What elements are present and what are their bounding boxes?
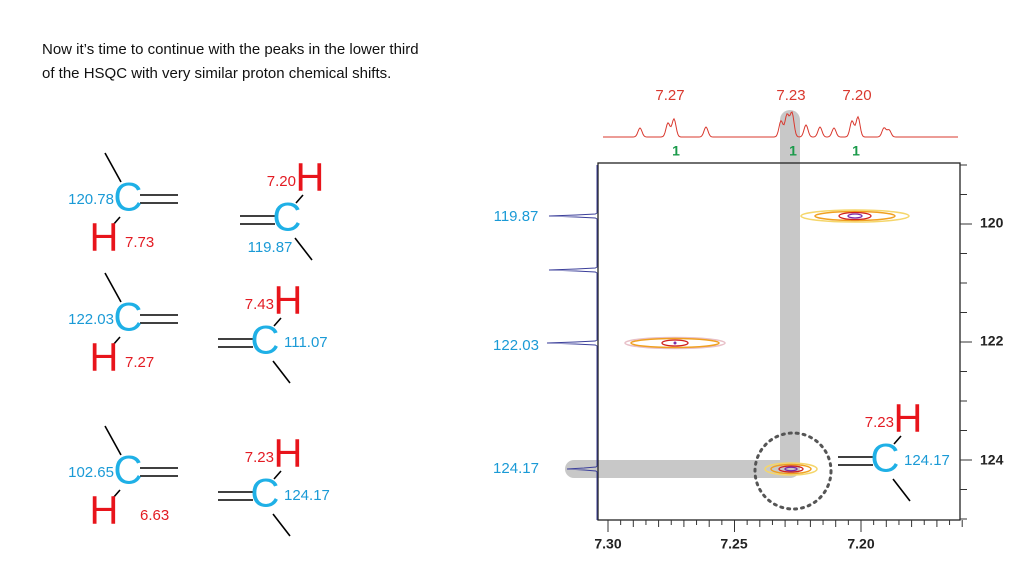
proton-shift: 7.23: [245, 449, 274, 466]
carbon-shift: 122.03: [68, 311, 114, 328]
carbon-atom: C: [114, 296, 143, 340]
hydrogen-atom: H: [894, 397, 923, 441]
bond: [893, 435, 902, 445]
bond: [104, 152, 122, 183]
carbon-peak-label: 124.17: [493, 460, 539, 477]
proton-shift: 7.73: [125, 234, 154, 251]
carbon-shift: 120.78: [68, 191, 114, 208]
integral-label: 1: [852, 143, 860, 159]
highlight-band: [780, 110, 800, 478]
proton-shift: 7.27: [125, 354, 154, 371]
hydrogen-atom: H: [90, 216, 119, 260]
carbon-shift: 124.17: [284, 487, 330, 504]
hydrogen-atom: H: [90, 336, 119, 380]
carbon-axis-label: 124: [980, 452, 1004, 468]
hydrogen-atom: H: [90, 489, 119, 533]
proton-shift: 6.63: [140, 507, 169, 524]
proton-trace: [603, 111, 958, 138]
carbon-shift: 124.17: [904, 452, 950, 469]
bond: [112, 216, 121, 226]
proton-shift: 7.43: [245, 296, 274, 313]
proton-axis-label: 7.20: [847, 536, 874, 552]
carbon-shift: 111.07: [284, 334, 328, 351]
carbon-axis-label: 120: [980, 215, 1004, 231]
bond: [273, 470, 282, 480]
integral-label: 1: [672, 143, 680, 159]
cross-peak: [764, 462, 818, 476]
proton-axis-label: 7.25: [720, 536, 747, 552]
bond: [295, 194, 304, 204]
proton-axis-label: 7.30: [594, 536, 621, 552]
carbon-atom: C: [871, 437, 900, 481]
highlight-band: [565, 460, 797, 478]
carbon-atom: C: [114, 176, 143, 220]
carbon-peak-label: 119.87: [494, 208, 539, 225]
carbon-atom: C: [273, 196, 302, 240]
bond: [273, 317, 282, 327]
carbon-atom: C: [114, 449, 143, 493]
bond: [112, 489, 121, 499]
cross-peak: [624, 336, 726, 350]
carbon-peak-label: 122.03: [493, 337, 539, 354]
hydrogen-atom: H: [274, 279, 303, 323]
carbon-trace: [546, 165, 598, 520]
carbon-shift: 119.87: [248, 239, 293, 256]
highlight-circle: [753, 431, 833, 511]
proton-peak-label: 7.27: [655, 87, 684, 104]
bond: [272, 360, 291, 384]
bond: [892, 478, 911, 502]
proton-shift: 7.20: [267, 173, 296, 190]
proton-peak-label: 7.20: [842, 87, 871, 104]
cross-peak: [800, 209, 910, 223]
bond: [272, 513, 291, 537]
hydrogen-atom: H: [274, 432, 303, 476]
bond: [112, 336, 121, 346]
intro-line: Now it’s time to continue with the peaks…: [42, 41, 419, 58]
carbon-atom: C: [251, 319, 280, 363]
carbon-shift: 102.65: [68, 464, 114, 481]
proton-peak-label: 7.23: [776, 87, 805, 104]
hydrogen-atom: H: [296, 156, 325, 200]
proton-shift: 7.23: [865, 414, 894, 431]
bond: [104, 272, 122, 303]
bond: [104, 425, 122, 456]
integral-label: 1: [789, 143, 797, 159]
carbon-axis-label: 122: [980, 333, 1004, 349]
bond: [294, 237, 313, 261]
intro-line: of the HSQC with very similar proton che…: [42, 65, 391, 82]
carbon-atom: C: [251, 472, 280, 516]
